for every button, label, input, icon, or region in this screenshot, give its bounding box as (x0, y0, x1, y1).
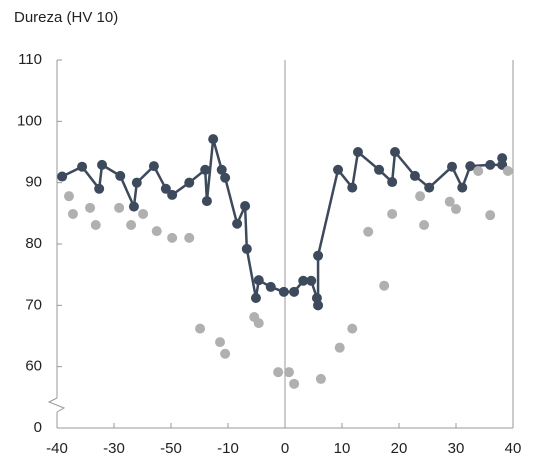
point (241, 243, 252, 254)
chart-title: Dureza (HV 10) (14, 9, 118, 26)
x-tick-label: 40 (505, 440, 522, 457)
point (447, 161, 458, 172)
point (148, 161, 159, 172)
point (195, 323, 206, 334)
x-tick-label: -30 (103, 440, 125, 457)
point (67, 208, 78, 219)
point (253, 318, 264, 329)
point (184, 232, 195, 243)
point (151, 226, 162, 237)
y-tick-label: 110 (18, 51, 42, 68)
point (216, 164, 227, 175)
point (347, 323, 358, 334)
point (387, 208, 398, 219)
point (465, 161, 476, 172)
y-tick-label: 0 (34, 419, 42, 436)
point (333, 164, 344, 175)
point (415, 191, 426, 202)
point (298, 275, 309, 286)
x-tick-label: 0 (281, 440, 289, 457)
point (265, 281, 276, 292)
point (409, 170, 420, 181)
point (57, 171, 68, 182)
point (240, 200, 251, 211)
point (497, 153, 508, 164)
y-tick-label: 100 (17, 112, 42, 129)
point (374, 164, 385, 175)
point (77, 161, 88, 172)
point (63, 191, 74, 202)
point (485, 210, 496, 221)
point (126, 219, 137, 230)
point (167, 189, 178, 200)
x-tick-label: 20 (391, 440, 408, 457)
point (201, 196, 212, 207)
point (97, 159, 108, 170)
y-tick-label: 90 (25, 174, 42, 191)
y-tick-label: 60 (25, 358, 42, 375)
point (334, 342, 345, 353)
point (473, 166, 484, 177)
point (502, 166, 513, 177)
point (208, 134, 219, 145)
point (167, 232, 178, 243)
point (250, 292, 261, 303)
point (273, 367, 284, 378)
point (283, 367, 294, 378)
x-tick-label: -10 (217, 440, 239, 457)
point (387, 177, 398, 188)
y-tick-label: 70 (25, 296, 42, 313)
point (128, 201, 139, 212)
point (253, 275, 264, 286)
point (184, 177, 195, 188)
point (313, 300, 324, 311)
x-tick-label: -50 (160, 440, 182, 457)
point (289, 286, 300, 297)
point (352, 147, 363, 157)
point (138, 208, 149, 219)
point (315, 373, 326, 384)
point (114, 202, 125, 213)
point (220, 172, 231, 183)
point (311, 292, 322, 303)
point (457, 182, 468, 193)
point (278, 286, 289, 297)
y-tick-label: 80 (25, 235, 42, 252)
point (200, 164, 211, 175)
point (220, 348, 231, 359)
point (390, 147, 401, 157)
x-tick-label: -40 (46, 440, 68, 457)
point (94, 183, 105, 194)
point (85, 202, 96, 213)
point (215, 337, 226, 348)
point (419, 219, 430, 230)
point (485, 159, 496, 170)
point (90, 219, 101, 230)
axis-break (47, 397, 66, 413)
point (115, 170, 126, 181)
point (379, 280, 390, 291)
point (363, 226, 374, 237)
point (306, 275, 317, 286)
point (232, 218, 243, 229)
point (451, 204, 461, 215)
point (313, 250, 324, 261)
point (424, 182, 435, 193)
x-tick-label: 10 (334, 440, 351, 457)
point (347, 182, 358, 193)
x-tick-label: 30 (448, 440, 465, 457)
point (160, 183, 171, 194)
point (289, 378, 300, 389)
point (444, 196, 455, 207)
point (131, 177, 142, 188)
